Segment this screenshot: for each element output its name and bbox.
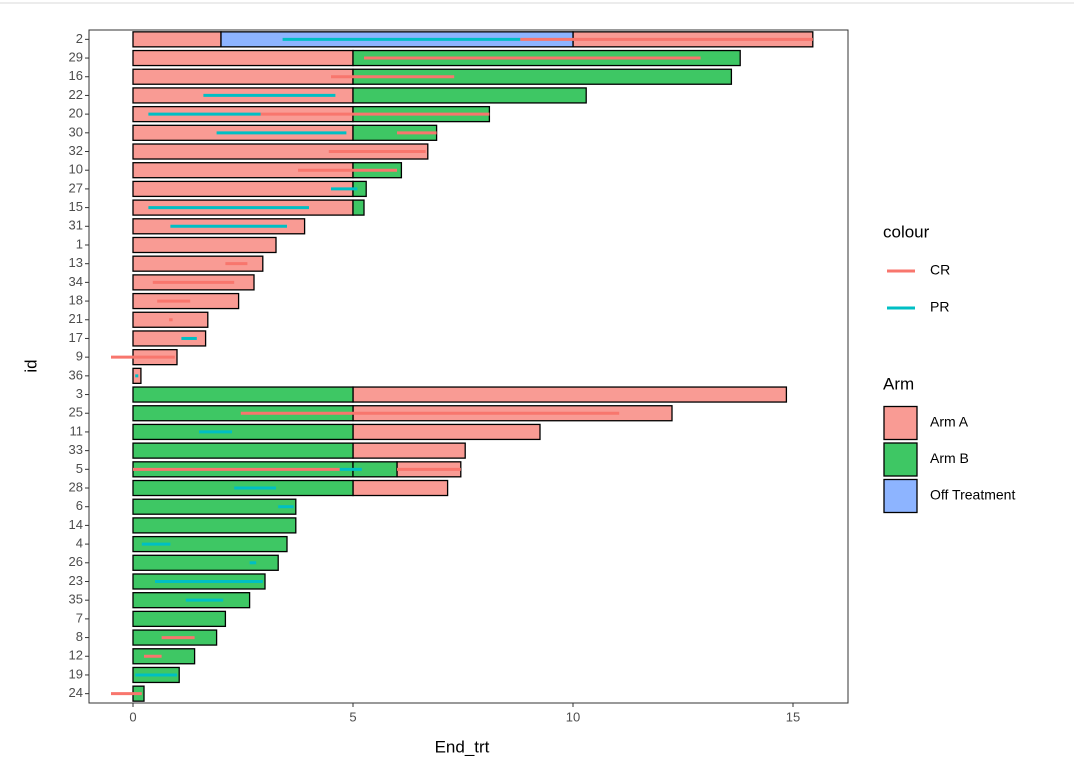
y-tick-label: 14 [69,517,83,532]
y-tick-label: 34 [69,274,83,289]
y-tick-label: 25 [69,405,83,420]
bar-segment [132,143,429,160]
y-tick-label: 32 [69,143,83,158]
y-tick-label: 24 [69,685,83,700]
legend-label: Arm B [930,450,969,466]
bar-segment [132,386,354,403]
bar-segment [132,68,354,85]
bar-segment [352,199,365,216]
bar-segment [352,423,541,441]
y-tick-label: 4 [76,536,83,551]
bar-segment [352,87,587,104]
bar-segment [132,498,297,515]
bar-segment [132,330,207,347]
bar-segment [132,49,354,67]
bar-segment [132,236,277,254]
legend-label: Arm A [930,414,969,430]
y-tick-label: 19 [69,666,83,681]
x-tick-label: 15 [786,709,800,724]
y-tick-label: 29 [69,49,83,64]
x-axis-label: End_trt [435,737,490,756]
legend-key [883,442,918,477]
y-tick-label: 7 [76,610,83,625]
legend-title: colour [883,222,930,241]
y-tick-label: 15 [69,199,83,214]
legend-label: Off Treatment [930,487,1015,503]
y-tick-label: 18 [69,293,83,308]
y-axis-label: id [21,359,40,372]
y-tick-label: 33 [69,442,83,457]
y-tick-label: 3 [76,386,83,401]
bar-segment [352,479,449,497]
bar-segment [132,554,279,571]
legend-label: PR [930,299,949,315]
y-tick-label: 17 [69,330,83,345]
y-tick-label: 30 [69,124,83,139]
x-tick-label: 0 [129,709,136,724]
legend-title: Arm [883,374,914,393]
y-tick-label: 2 [76,31,83,46]
bar-segment [132,610,227,628]
y-tick-label: 23 [69,573,83,588]
legend-key [883,478,918,514]
y-tick-label: 20 [69,106,83,121]
bar-segment [132,423,354,441]
x-tick-label: 5 [349,709,356,724]
bar-segment [132,535,288,553]
y-tick-label: 21 [69,311,83,326]
legend-label: CR [930,262,950,278]
y-tick-label: 36 [69,367,83,382]
bar-segment [132,255,264,272]
bar-segment [352,386,788,403]
bar-segment [132,180,354,198]
bar-segment [352,442,466,459]
y-tick-label: 31 [69,218,83,233]
bar-segment [132,648,196,665]
bar-segment [132,517,297,534]
y-tick-label: 1 [76,236,83,251]
panel-border [88,29,849,704]
y-tick-label: 22 [69,87,83,102]
x-tick-label: 10 [566,709,580,724]
y-tick-label: 12 [69,648,83,663]
legend-key [883,405,918,441]
y-tick-label: 8 [76,629,83,644]
y-tick-label: 13 [69,255,83,270]
y-tick-label: 26 [69,554,83,569]
y-tick-label: 10 [69,162,83,177]
y-tick-label: 9 [76,349,83,364]
y-tick-label: 5 [76,461,83,476]
y-tick-label: 6 [76,498,83,513]
bar-segment [132,442,354,459]
y-tick-label: 28 [69,479,83,494]
y-tick-label: 16 [69,68,83,83]
y-tick-label: 27 [69,180,83,195]
bar-segment [132,31,222,48]
y-tick-label: 35 [69,592,83,607]
y-tick-label: 11 [70,423,84,438]
